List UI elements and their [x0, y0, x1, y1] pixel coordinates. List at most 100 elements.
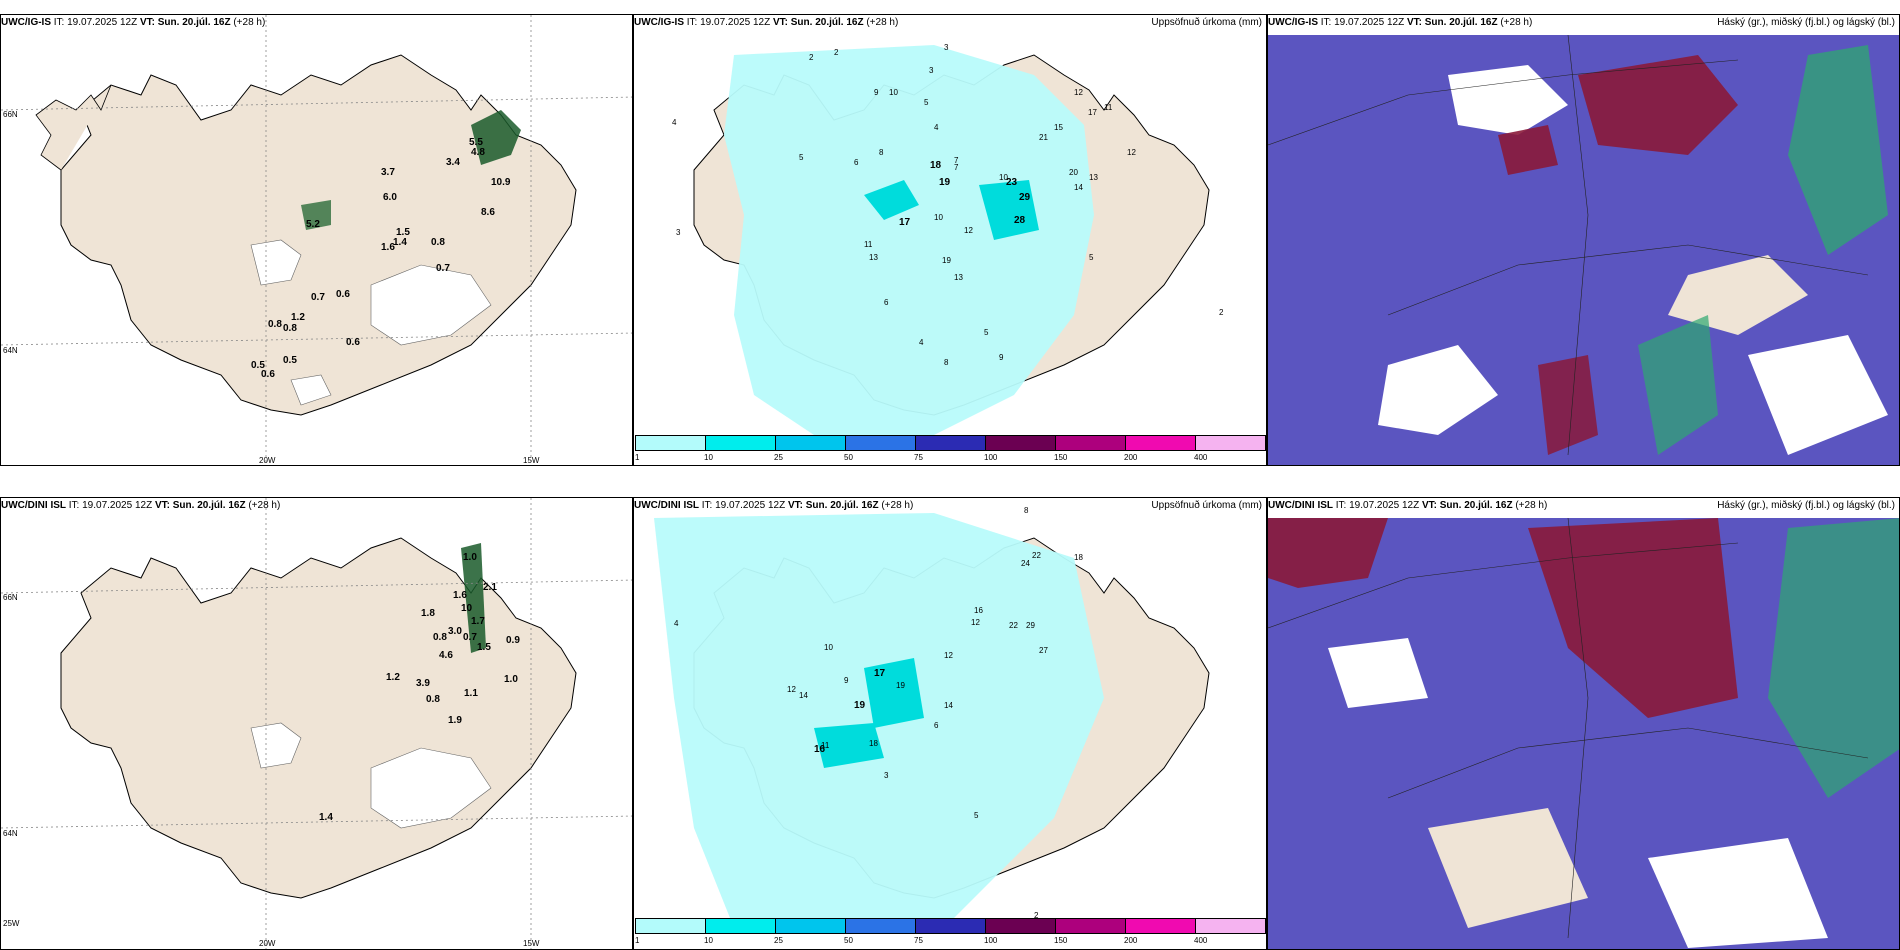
precip-value: 10 [934, 213, 943, 222]
panel-header: UWC/IG-IS IT: 19.07.2025 12Z VT: Sun. 20… [1268, 17, 1533, 28]
colorbar-tick: 200 [1124, 453, 1138, 462]
precip-value: 10 [824, 643, 833, 652]
colorbar-tick: 1 [635, 453, 640, 462]
precip-value: 23 [1006, 177, 1018, 188]
precip-value: 2 [834, 48, 839, 57]
lon-label-20: 20W [259, 456, 276, 465]
colorbar-tick: 50 [844, 936, 853, 945]
precip-value: 9 [844, 676, 849, 685]
colorbar-tick: 25 [774, 453, 783, 462]
colorbar-tick: 10 [704, 453, 713, 462]
map-clouds [1268, 517, 1899, 949]
colorbar-swatch [846, 919, 916, 933]
precip-value: 2 [1034, 911, 1039, 920]
precip-value: 8 [1024, 506, 1029, 515]
precip-value: 8 [879, 148, 884, 157]
colorbar-tick: 150 [1054, 936, 1068, 945]
precip-value: 2.1 [483, 582, 497, 593]
colorbar-swatch [1126, 919, 1196, 933]
precip-value: 5 [1089, 253, 1094, 262]
precip-value: 11 [821, 741, 830, 750]
precip-value: 0.5 [251, 360, 265, 371]
precip-value: 1.2 [386, 672, 400, 683]
map-wind: 66N 64N 20W 15W 5.5 3.4 10.9 4.8 8.6 3.7… [1, 15, 632, 465]
precip-colorbar [635, 435, 1266, 451]
panel-header: UWC/DINI ISL IT: 19.07.2025 12Z VT: Sun.… [1, 500, 281, 511]
lat-label-66: 66N [3, 593, 18, 602]
precip-value: 1.1 [464, 688, 478, 699]
precip-value: 12 [971, 618, 980, 627]
precip-value: 16 [814, 744, 826, 755]
precip-value: 0.8 [283, 323, 297, 334]
precip-value: 1.8 [421, 608, 435, 619]
precip-value: 3.4 [446, 157, 460, 168]
lon-label-15: 15W [523, 456, 540, 465]
colorbar-tick: 200 [1124, 936, 1138, 945]
precip-value: 11 [1104, 103, 1113, 112]
colorbar-tick: 400 [1194, 453, 1208, 462]
precip-value: 8 [944, 358, 949, 367]
panel-top-mid-precip: UWC/IG-IS IT: 19.07.2025 12Z VT: Sun. 20… [633, 14, 1267, 466]
precip-value: 9 [999, 353, 1004, 362]
precip-value: 3 [929, 66, 934, 75]
precip-value: 19 [896, 681, 905, 690]
precip-value: 1.5 [477, 642, 491, 653]
precip-value: 6 [854, 158, 859, 167]
precip-value: 1.4 [319, 812, 333, 823]
precip-value: 8.6 [481, 207, 495, 218]
precip-values: 4 2 3 2 3 5 9 10 5 4 6 8 7 18 19 7 10 23… [672, 43, 1224, 367]
precip-value: 15 [1054, 123, 1063, 132]
panel-bottom-left-wind: UWC/DINI ISL IT: 19.07.2025 12Z VT: Sun.… [0, 497, 633, 950]
colorbar-tick: 150 [1054, 453, 1068, 462]
precip-value: 5.2 [306, 219, 320, 230]
precip-value: 0.9 [506, 635, 520, 646]
precip-values: 5.5 3.4 10.9 4.8 8.6 3.7 6.0 5.2 1.5 1.6… [251, 137, 511, 380]
colorbar-tick: 100 [984, 453, 998, 462]
precip-value: 10 [889, 88, 898, 97]
precip-value: 29 [1026, 621, 1035, 630]
colorbar-swatch [1126, 436, 1196, 450]
precip-value: 2 [1219, 308, 1224, 317]
precip-value: 1.4 [393, 237, 407, 248]
precip-value: 17 [899, 217, 911, 228]
precip-value: 21 [1039, 133, 1048, 142]
colorbar-swatch [1056, 436, 1126, 450]
precip-value: 12 [1074, 88, 1083, 97]
precip-value: 3 [944, 43, 949, 52]
precip-value: 4.8 [471, 147, 485, 158]
colorbar-swatch [1196, 919, 1265, 933]
colorbar-swatch [636, 436, 706, 450]
precip-value: 7 [954, 156, 959, 165]
lat-label-64: 64N [3, 346, 18, 355]
precip-value: 12 [1127, 148, 1136, 157]
precip-shading [724, 45, 1094, 435]
precip-value: 28 [1014, 215, 1026, 226]
precip-value: 19 [854, 700, 866, 711]
precip-value: 0.8 [431, 237, 445, 248]
precip-values: 1.0 2.1 1.6 1.8 10 1.7 0.8 3.0 0.7 0.9 4… [319, 552, 520, 823]
precip-value: 20 [1069, 168, 1078, 177]
precip-value: 18 [1074, 553, 1083, 562]
iceland-landmass [60, 54, 577, 416]
panel-top-right-clouds: UWC/IG-IS IT: 19.07.2025 12Z VT: Sun. 20… [1267, 14, 1900, 466]
map-precip: 4 8 22 24 18 16 12 22 29 27 17 19 19 16 … [654, 506, 1210, 928]
precip-value: 12 [964, 226, 973, 235]
precip-value: 5 [974, 811, 979, 820]
precip-value: 3.0 [448, 626, 462, 637]
precip-value: 3.9 [416, 678, 430, 689]
precip-value: 12 [787, 685, 796, 694]
precip-value: 5.5 [469, 137, 483, 148]
precip-value: 29 [1019, 192, 1031, 203]
panel-title-right: Uppsöfnuð úrkoma (mm) [1151, 500, 1262, 511]
precip-value: 5 [799, 153, 804, 162]
colorbar-swatch [916, 919, 986, 933]
colorbar-tick: 400 [1194, 936, 1208, 945]
precip-value: 19 [939, 177, 951, 188]
colorbar-swatch [636, 919, 706, 933]
precip-value: 0.8 [426, 694, 440, 705]
precip-value: 1.6 [381, 242, 395, 253]
precip-value: 17 [1088, 108, 1097, 117]
colorbar-swatch [776, 919, 846, 933]
precip-value: 1.6 [453, 590, 467, 601]
precip-value: 18 [869, 739, 878, 748]
